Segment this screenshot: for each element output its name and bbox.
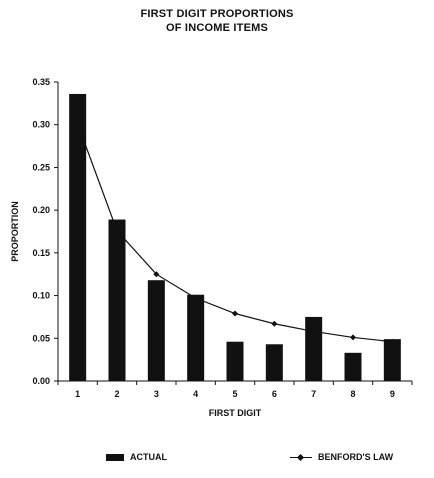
point-benford (153, 271, 160, 278)
legend-bar-swatch (106, 453, 124, 461)
x-tick-label: 7 (311, 389, 316, 399)
legend-label-actual: ACTUAL (130, 452, 167, 462)
point-benford (192, 295, 199, 302)
bar-actual (226, 341, 244, 381)
y-tick-label: 0.05 (32, 333, 50, 343)
bar-actual (305, 316, 323, 381)
bar-actual (108, 219, 126, 381)
x-axis-label: FIRST DIGIT (209, 408, 262, 418)
point-benford (232, 310, 238, 317)
y-tick-label: 0.35 (32, 77, 50, 87)
x-tick-label: 4 (193, 389, 198, 399)
bar-actual (147, 280, 165, 381)
chart-axes (54, 81, 413, 385)
x-tick-label: 5 (232, 389, 237, 399)
x-tick-label: 3 (154, 389, 159, 399)
chart-title-line-2: OF INCOME ITEMS (166, 22, 268, 34)
legend-item-actual: ACTUAL (106, 452, 167, 462)
chart-title-line-1: FIRST DIGIT PROPORTIONS (140, 8, 294, 20)
y-tick-label: 0.30 (32, 120, 50, 130)
point-benford (271, 320, 278, 327)
x-tick-label: 8 (350, 389, 355, 399)
bar-actual (265, 344, 283, 381)
x-tick-label: 1 (75, 389, 80, 399)
chart-labels: 0.00 0.05 0.10 0.15 0.20 0.25 0.30 0.35 1 2 3 4 5 6 7 8… (10, 77, 395, 418)
x-tick-label: 2 (114, 389, 119, 399)
x-tick-label: 9 (390, 389, 395, 399)
legend-line-swatch (290, 454, 312, 461)
bar-actual (187, 294, 205, 381)
y-tick-label: 0.25 (32, 162, 50, 172)
x-tick-label: 6 (272, 389, 277, 399)
legend-label-benford: BENFORD'S LAW (318, 452, 394, 462)
bar-actual (344, 352, 362, 381)
line-series-benford (74, 120, 396, 345)
y-tick-label: 0.00 (32, 376, 50, 386)
point-benford (114, 227, 120, 234)
point-benford (389, 338, 396, 345)
point-benford (74, 120, 81, 127)
point-benford (350, 334, 356, 341)
y-tick-label: 0.20 (32, 205, 50, 215)
bar-actual (383, 339, 401, 381)
bar-series-actual (69, 93, 401, 382)
point-benford (310, 328, 317, 335)
y-axis-label: PROPORTION (10, 201, 20, 262)
y-tick-label: 0.15 (32, 248, 50, 258)
bar-actual (69, 93, 87, 382)
y-tick-label: 0.10 (32, 291, 50, 301)
legend-item-benford: BENFORD'S LAW (290, 452, 393, 462)
